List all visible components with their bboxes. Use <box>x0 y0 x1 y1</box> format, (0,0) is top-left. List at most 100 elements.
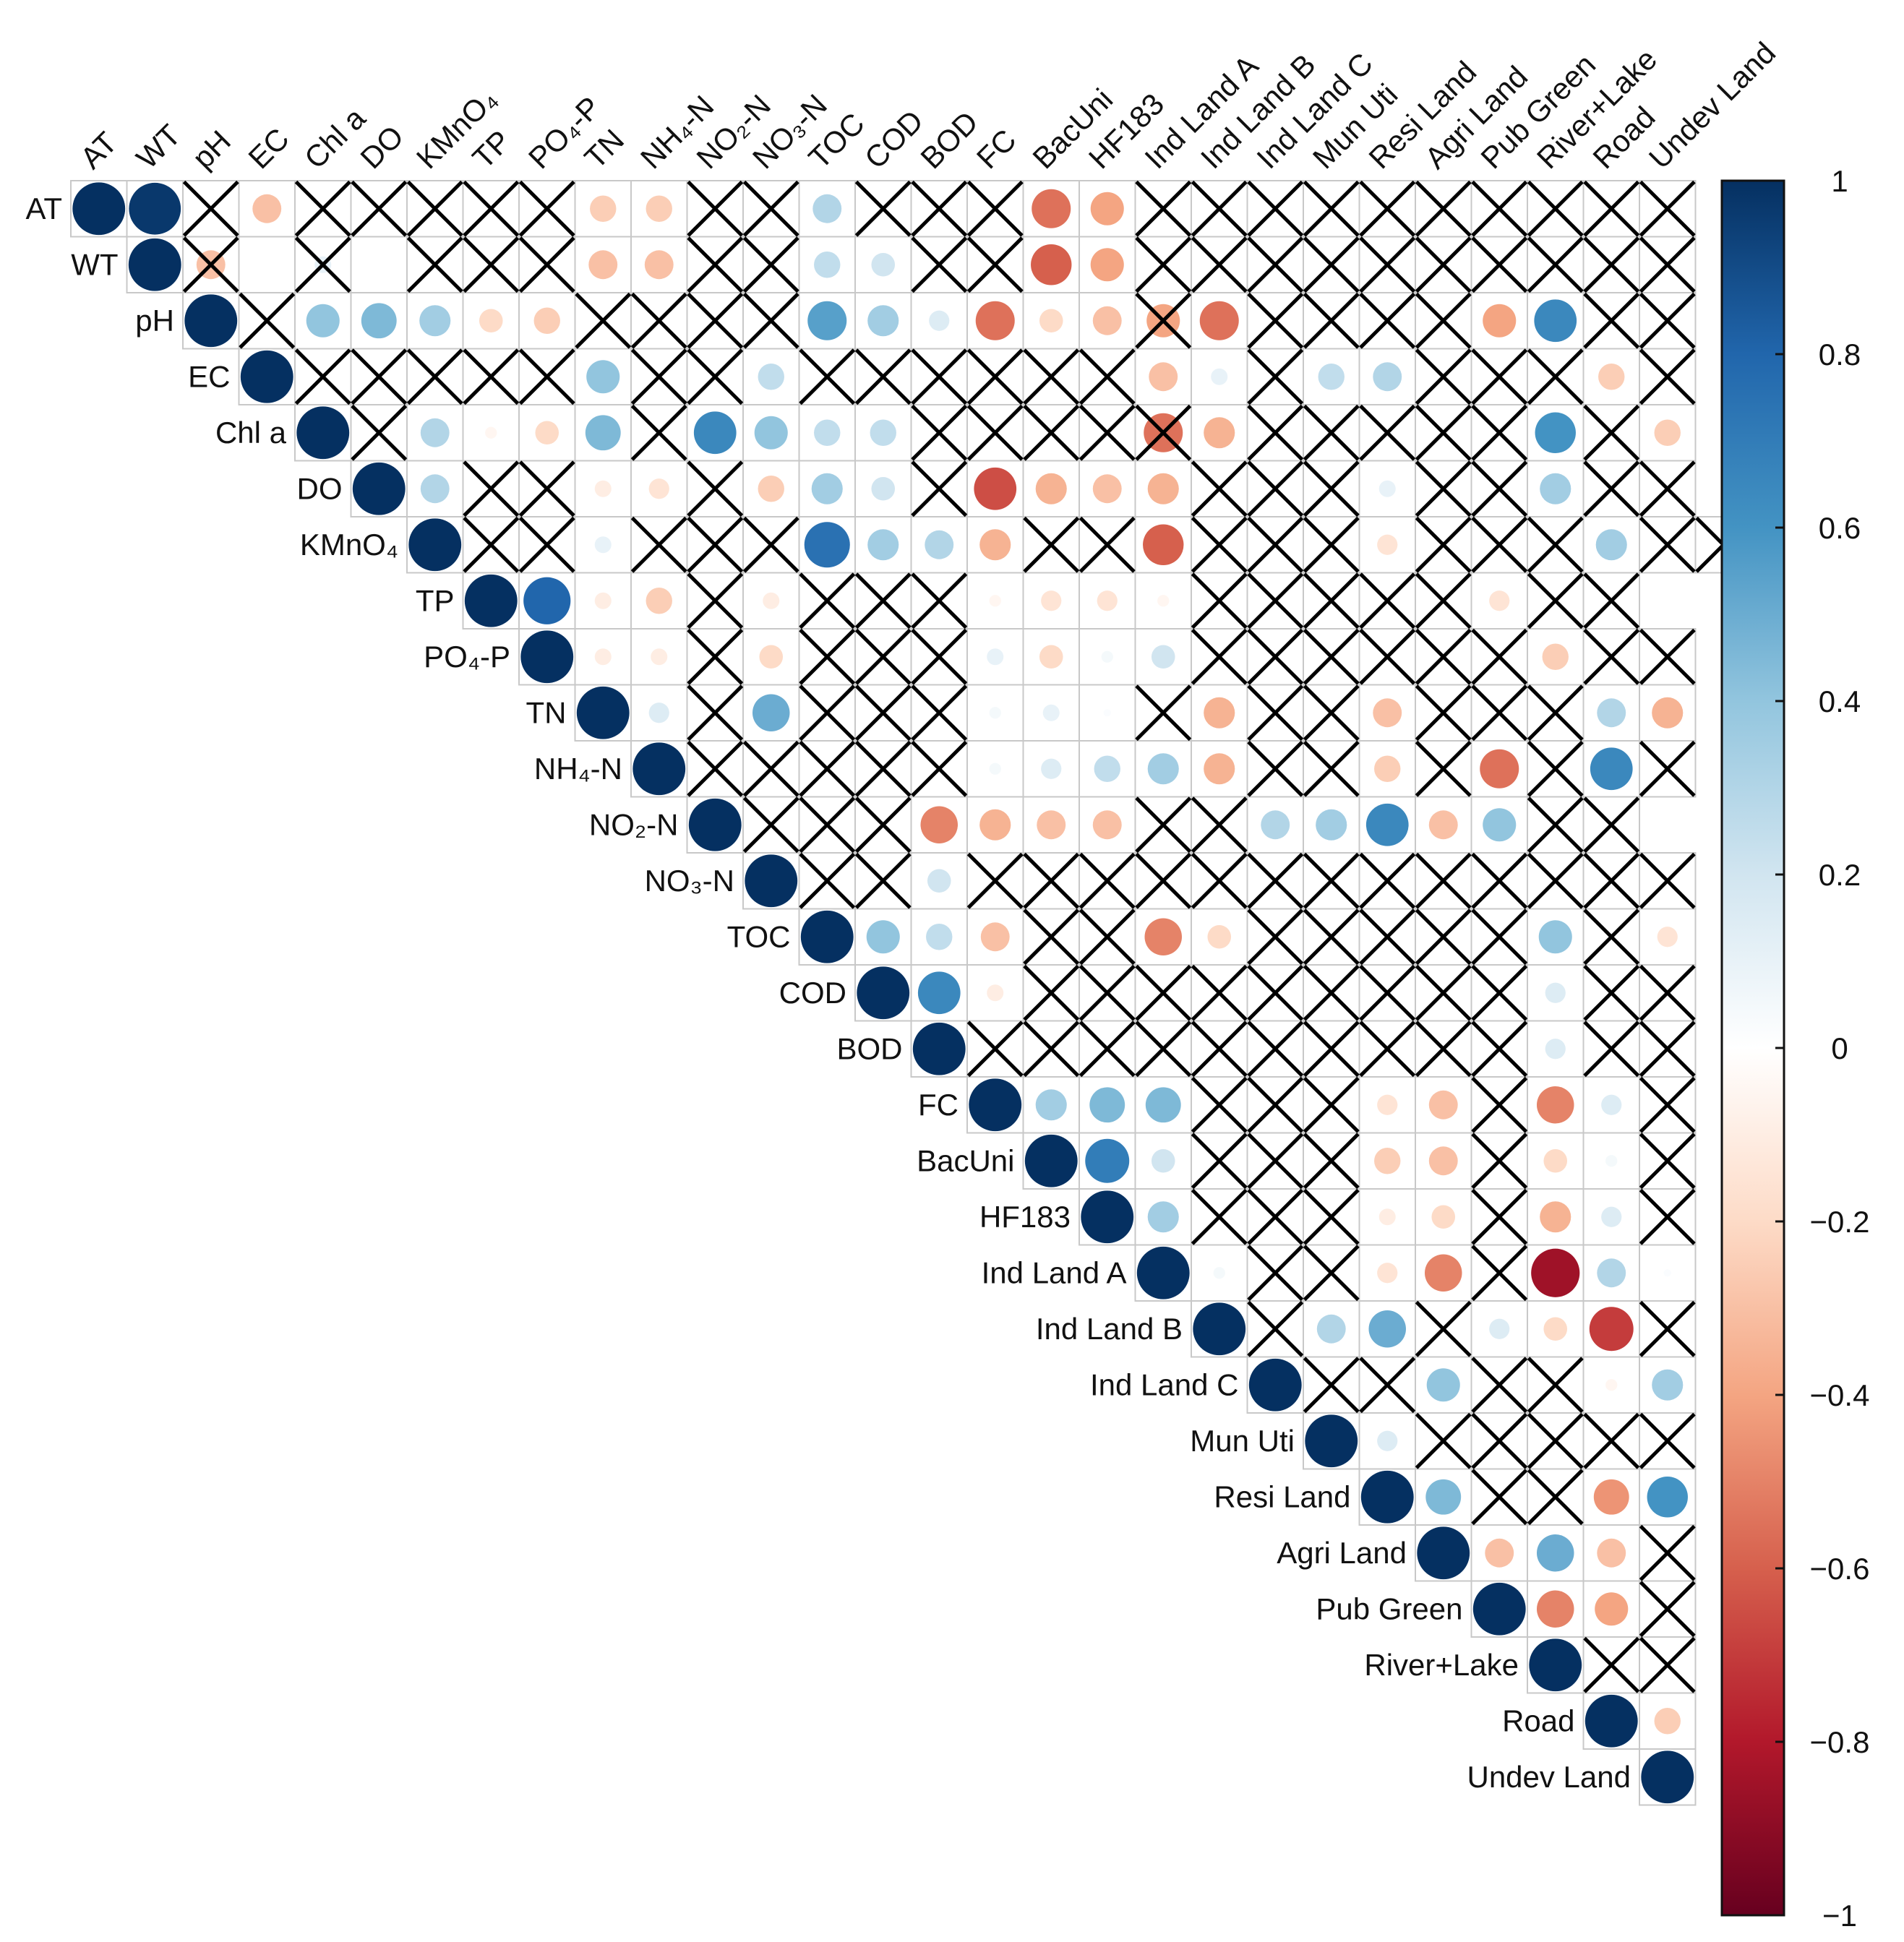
correlation-circle <box>1597 1258 1626 1288</box>
nonsignificant-x-mark <box>1415 1300 1472 1357</box>
correlation-circle <box>1536 1590 1574 1628</box>
nonsignificant-x-mark <box>1078 1021 1136 1078</box>
correlation-circle <box>1378 1208 1396 1226</box>
column-label: Chl a <box>298 100 372 175</box>
row-label: TN <box>526 695 567 729</box>
nonsignificant-x-mark <box>1415 404 1472 461</box>
correlation-circle <box>1103 709 1111 717</box>
correlation-circle <box>987 648 1004 666</box>
row-label: Ind Land A <box>982 1255 1127 1289</box>
nonsignificant-x-mark <box>687 292 744 349</box>
row-label: Agri Land <box>1277 1536 1407 1570</box>
nonsignificant-x-mark <box>1583 628 1640 685</box>
correlation-circle <box>129 182 181 235</box>
nonsignificant-x-mark <box>1191 796 1248 854</box>
nonsignificant-x-mark <box>1471 1357 1528 1414</box>
correlation-circle <box>758 476 784 502</box>
nonsignificant-x-mark <box>406 348 463 405</box>
correlation-circle <box>1593 1479 1629 1515</box>
nonsignificant-x-mark <box>911 180 968 237</box>
nonsignificant-x-mark <box>1527 1412 1584 1469</box>
correlation-circle <box>523 577 571 624</box>
nonsignificant-x-mark <box>630 348 687 405</box>
correlation-circle <box>1094 755 1120 782</box>
nonsignificant-x-mark <box>1303 180 1360 237</box>
nonsignificant-x-mark <box>854 572 912 630</box>
nonsignificant-x-mark <box>1527 236 1584 293</box>
correlation-circle <box>1035 1089 1067 1121</box>
nonsignificant-x-mark <box>742 180 799 237</box>
nonsignificant-x-mark <box>1303 572 1360 630</box>
correlation-circle <box>1145 1087 1181 1123</box>
matrix-cell <box>1527 1076 1584 1134</box>
row-label: TP <box>416 583 455 617</box>
nonsignificant-x-mark <box>1078 852 1136 909</box>
correlation-circle <box>1365 803 1409 846</box>
correlation-circle <box>1480 749 1519 789</box>
correlation-circle <box>1538 920 1572 954</box>
correlation-circle <box>533 307 560 334</box>
nonsignificant-x-mark <box>1527 1469 1584 1526</box>
nonsignificant-x-mark <box>1583 964 1640 1021</box>
nonsignificant-x-mark <box>854 852 912 909</box>
nonsignificant-x-mark <box>799 572 856 630</box>
nonsignificant-x-mark <box>1639 460 1696 517</box>
nonsignificant-x-mark <box>1303 1357 1360 1414</box>
nonsignificant-x-mark <box>351 404 408 461</box>
correlation-circle <box>72 182 126 236</box>
correlation-circle <box>1595 529 1627 561</box>
nonsignificant-x-mark <box>1247 572 1304 630</box>
colorbar-tick-label: −0.8 <box>1810 1725 1870 1759</box>
nonsignificant-x-mark <box>463 348 520 405</box>
nonsignificant-x-mark <box>1583 796 1640 854</box>
nonsignificant-x-mark <box>1527 516 1584 573</box>
correlation-circle <box>1425 1479 1462 1515</box>
nonsignificant-x-mark <box>1191 516 1248 573</box>
nonsignificant-x-mark <box>1135 964 1192 1021</box>
nonsignificant-x-mark <box>1471 1133 1528 1190</box>
nonsignificant-x-mark <box>1359 236 1416 293</box>
nonsignificant-x-mark <box>966 404 1024 461</box>
correlation-circle <box>1424 1254 1462 1292</box>
row-label: Ind Land C <box>1090 1367 1239 1401</box>
colorbar-tick-label: 0.2 <box>1819 858 1861 892</box>
nonsignificant-x-mark <box>687 628 744 685</box>
nonsignificant-x-mark <box>854 684 912 742</box>
nonsignificant-x-mark <box>1359 852 1416 909</box>
correlation-circle <box>479 309 503 333</box>
correlation-circle <box>1136 1246 1190 1299</box>
correlation-circle <box>1543 1317 1568 1341</box>
nonsignificant-x-mark <box>1583 1636 1640 1693</box>
correlation-circle <box>646 195 672 222</box>
correlation-circle <box>814 419 841 446</box>
correlation-circle <box>1368 1310 1407 1348</box>
nonsignificant-x-mark <box>911 572 968 630</box>
nonsignificant-x-mark <box>1247 348 1304 405</box>
correlation-circle <box>1261 810 1290 840</box>
nonsignificant-x-mark <box>1471 628 1528 685</box>
correlation-circle <box>1041 590 1062 611</box>
nonsignificant-x-mark <box>1078 348 1136 405</box>
correlation-circle <box>1605 1379 1618 1391</box>
nonsignificant-x-mark <box>1303 1188 1360 1245</box>
nonsignificant-x-mark <box>799 796 856 854</box>
column-label: WT <box>129 118 186 175</box>
row-label: Chl a <box>215 416 287 450</box>
correlation-circle <box>1377 1094 1398 1115</box>
nonsignificant-x-mark <box>1359 1021 1416 1078</box>
correlation-circle <box>1428 1090 1458 1120</box>
colorbar-tick-label: −1 <box>1822 1899 1857 1933</box>
correlation-circle <box>1601 1206 1622 1227</box>
correlation-circle <box>1598 364 1625 390</box>
correlation-circle <box>1143 524 1184 565</box>
nonsignificant-x-mark <box>630 404 687 461</box>
nonsignificant-x-mark <box>1527 852 1584 909</box>
nonsignificant-x-mark <box>1359 964 1416 1021</box>
column-label: COD <box>858 103 930 175</box>
nonsignificant-x-mark <box>1639 236 1696 293</box>
nonsignificant-x-mark <box>1639 740 1696 797</box>
correlation-circle <box>745 854 798 908</box>
nonsignificant-x-mark <box>1583 1412 1640 1469</box>
correlation-circle <box>812 194 842 223</box>
nonsignificant-x-mark <box>1247 292 1304 349</box>
